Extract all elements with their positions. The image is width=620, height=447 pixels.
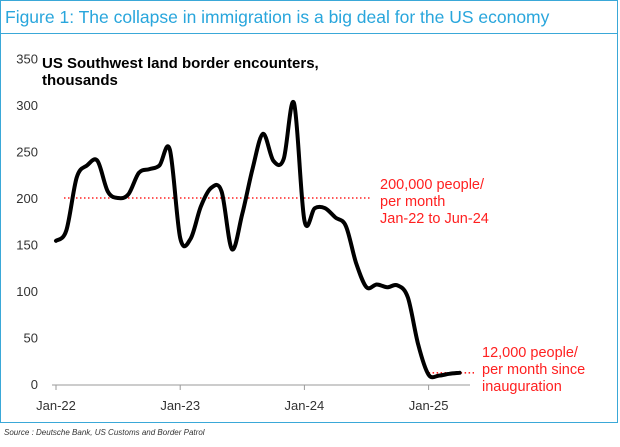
y-tick-label-100: 100 bbox=[16, 284, 38, 299]
annotation-1-line-1: 200,000 people/ bbox=[380, 177, 485, 193]
y-axis-ticks: 0 50 100 150 200 250 300 350 bbox=[16, 52, 38, 393]
x-tick-label-Jan-22: Jan-22 bbox=[36, 398, 76, 413]
plot-frame bbox=[0, 34, 618, 422]
annotation-since-inauguration: 12,000 people/ per month since inaugurat… bbox=[482, 345, 585, 395]
annotation-2-line-3: inauguration bbox=[482, 379, 562, 395]
annotation-2-line-1: 12,000 people/ bbox=[482, 345, 579, 361]
y-tick-label-300: 300 bbox=[16, 98, 38, 113]
annotation-1-line-3: Jan-22 to Jun-24 bbox=[380, 211, 489, 227]
y-tick-label-150: 150 bbox=[16, 238, 38, 253]
y-tick-label-200: 200 bbox=[16, 191, 38, 206]
x-axis-tickmarks bbox=[55, 385, 430, 390]
x-axis-ticks: Jan-22 Jan-23 Jan-24 Jan-25 bbox=[36, 398, 448, 413]
y-tick-label-0: 0 bbox=[31, 377, 38, 392]
y-tick-label-50: 50 bbox=[24, 331, 38, 346]
figure-title-bar: Figure 1: The collapse in immigration is… bbox=[0, 0, 618, 34]
reference-lines bbox=[64, 197, 474, 374]
annotation-avg-2022-2024: 200,000 people/ per month Jan-22 to Jun-… bbox=[380, 177, 489, 227]
x-tick-label-Jan-24: Jan-24 bbox=[285, 398, 325, 413]
annotation-2-line-2: per month since bbox=[482, 362, 585, 378]
annotation-1-line-2: per month bbox=[380, 194, 445, 210]
x-tick-label-Jan-25: Jan-25 bbox=[409, 398, 449, 413]
chart-title-line-2: thousands bbox=[42, 72, 118, 89]
figure-title: Figure 1: The collapse in immigration is… bbox=[5, 7, 550, 27]
chart-title-line-1: US Southwest land border encounters, bbox=[42, 55, 319, 72]
x-tick-label-Jan-23: Jan-23 bbox=[160, 398, 200, 413]
y-tick-label-250: 250 bbox=[16, 145, 38, 160]
source-note: Source : Deutsche Bank, US Customs and B… bbox=[4, 428, 205, 437]
series-line-encounters bbox=[54, 100, 462, 380]
y-tick-label-350: 350 bbox=[16, 52, 38, 67]
bottom-rule bbox=[0, 422, 618, 423]
